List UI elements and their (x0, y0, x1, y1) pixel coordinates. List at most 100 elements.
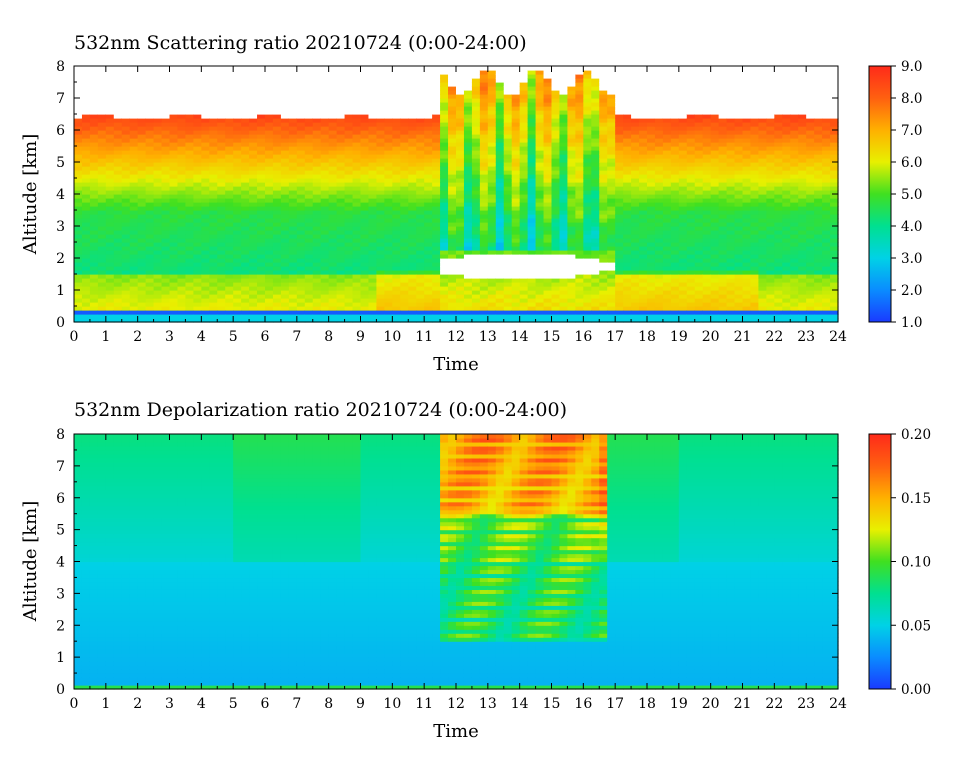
heatmap-cell (670, 262, 680, 267)
heatmap-cell (487, 182, 497, 187)
heatmap-cell (280, 266, 290, 271)
heatmap-cell (535, 70, 545, 75)
heatmap-cell (575, 306, 584, 311)
heatmap-cell (440, 234, 449, 239)
heatmap-cell (360, 290, 370, 295)
heatmap-cell (376, 222, 385, 227)
heatmap-cell (161, 78, 171, 83)
heatmap-cell (360, 198, 370, 203)
heatmap-cell (201, 170, 210, 175)
heatmap-cell (471, 138, 481, 143)
heatmap-cell (670, 274, 680, 279)
heatmap-cell (129, 146, 139, 151)
heatmap-cell (384, 114, 393, 119)
heatmap-cell (591, 202, 600, 207)
heatmap-cell (615, 174, 624, 179)
heatmap-cell (265, 178, 274, 183)
heatmap-cell (169, 118, 179, 123)
heatmap-cell (654, 110, 664, 115)
heatmap-cell (519, 146, 529, 151)
heatmap-cell (503, 166, 513, 171)
heatmap-cell (487, 94, 497, 99)
heatmap-cell (463, 126, 473, 131)
heatmap-cell (129, 218, 139, 223)
heatmap-cell (89, 258, 99, 263)
heatmap-cell (384, 162, 393, 167)
heatmap-cell (153, 162, 163, 167)
heatmap-cell (89, 74, 99, 79)
heatmap-cell (495, 266, 505, 271)
heatmap-cell (463, 150, 473, 155)
heatmap-cell (511, 182, 521, 187)
heatmap-cell (623, 278, 632, 283)
heatmap-cell (368, 134, 378, 139)
heatmap-cell (463, 318, 473, 323)
heatmap-cell (193, 290, 202, 295)
heatmap-cell (623, 262, 632, 267)
heatmap-cell (233, 78, 242, 83)
heatmap-cell (145, 106, 155, 111)
heatmap-cell (97, 202, 107, 207)
heatmap-cell (121, 94, 131, 99)
heatmap-cell (392, 102, 401, 107)
heatmap-cell (217, 246, 226, 251)
heatmap-cell (456, 126, 465, 131)
heatmap-cell (686, 310, 696, 315)
heatmap-cell (97, 294, 107, 299)
heatmap-cell (535, 166, 545, 171)
heatmap-cell (328, 78, 338, 83)
heatmap-cell (551, 198, 561, 203)
heatmap-cell (424, 250, 433, 255)
heatmap-cell (209, 74, 218, 79)
heatmap-cell (161, 174, 171, 179)
heatmap-cell (153, 166, 163, 171)
heatmap-cell (74, 242, 83, 247)
heatmap-cell (121, 274, 131, 279)
heatmap-cell (328, 182, 338, 187)
heatmap-cell (559, 114, 569, 119)
heatmap-cell (304, 74, 314, 79)
heatmap-cell (336, 278, 346, 283)
heatmap-cell (559, 146, 569, 151)
heatmap-cell (272, 250, 282, 255)
heatmap-cell (153, 170, 163, 175)
heatmap-cell (225, 218, 234, 223)
heatmap-cell (471, 234, 481, 239)
heatmap-cell (424, 302, 433, 307)
heatmap-cell (599, 174, 608, 179)
heatmap-cell (575, 158, 584, 163)
heatmap-cell (631, 306, 640, 311)
heatmap-cell (368, 318, 378, 323)
heatmap-cell (519, 226, 529, 231)
heatmap-cell (344, 242, 354, 247)
heatmap-cell (193, 106, 202, 111)
heatmap-cell (639, 278, 648, 283)
heatmap-cell (654, 114, 664, 119)
heatmap-cell (543, 306, 553, 311)
heatmap-cell (241, 94, 250, 99)
heatmap-cell (368, 290, 378, 295)
heatmap-cell (89, 134, 99, 139)
heatmap-cell (583, 134, 592, 139)
heatmap-cell (559, 234, 569, 239)
heatmap-cell (241, 238, 250, 243)
heatmap-cell (535, 178, 545, 183)
heatmap-cell (209, 198, 218, 203)
heatmap-cell (551, 246, 561, 251)
heatmap-cell (408, 158, 417, 163)
heatmap-cell (495, 218, 505, 223)
heatmap-cell (535, 238, 545, 243)
heatmap-cell (631, 314, 640, 319)
heatmap-cell (288, 242, 298, 247)
heatmap-cell (511, 122, 521, 127)
heatmap-cell (599, 302, 608, 307)
heatmap-cell (280, 130, 290, 135)
heatmap-cell (503, 214, 513, 219)
heatmap-cell (249, 198, 258, 203)
heatmap-cell (424, 142, 433, 147)
heatmap-cell (201, 274, 210, 279)
heatmap-cell (583, 290, 592, 295)
heatmap-cell (288, 306, 298, 311)
heatmap-cell (654, 86, 664, 91)
heatmap-cell (129, 262, 139, 267)
